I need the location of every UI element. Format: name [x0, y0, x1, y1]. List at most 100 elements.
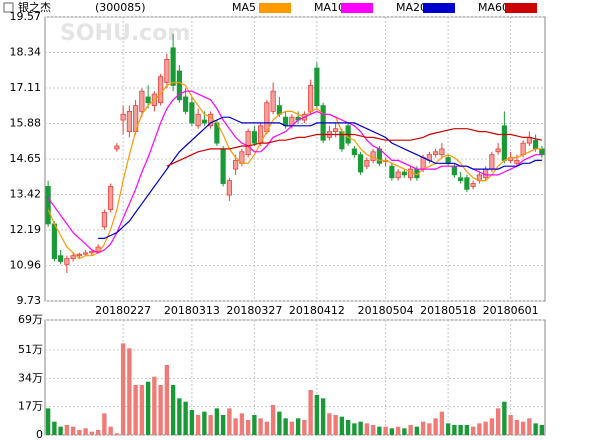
candle-body	[389, 165, 395, 179]
candle-body	[158, 76, 164, 104]
volume-bar	[433, 418, 438, 435]
candle-body	[464, 177, 470, 190]
candle-body	[495, 148, 501, 153]
candle-body	[83, 252, 89, 255]
volume-bar	[245, 420, 251, 435]
volume-bar	[420, 421, 426, 435]
volume-bar	[295, 418, 301, 435]
candle-body	[120, 113, 126, 121]
volume-tick-label: 34万	[18, 371, 43, 384]
volume-tick-label: 0	[36, 428, 43, 440]
volume-bar	[339, 416, 345, 435]
volume-bar	[102, 413, 107, 435]
volume-bar	[445, 423, 451, 435]
candle-body	[201, 119, 207, 124]
volume-bar	[89, 431, 95, 435]
candle-body	[501, 125, 507, 161]
volume-bar	[527, 418, 532, 435]
candle-body	[308, 85, 314, 112]
candle-body	[395, 171, 401, 179]
x-tick-label: 20180227	[95, 304, 151, 317]
candle-body	[233, 160, 239, 170]
volume-bar	[208, 415, 213, 435]
volume-bar	[402, 428, 407, 435]
candle-body	[208, 113, 214, 127]
volume-bar	[377, 426, 382, 435]
icon	[3, 2, 14, 13]
volume-bar	[502, 401, 507, 435]
legend-label: MA10	[314, 1, 345, 14]
volume-bar	[489, 418, 495, 435]
volume-bar	[389, 428, 395, 435]
legend-swatch	[423, 3, 455, 13]
volume-bar	[202, 411, 207, 435]
legend-label: MA5	[232, 1, 256, 14]
volume-tick-label: 69万	[18, 313, 43, 326]
volume-tick-label: 51万	[18, 343, 43, 356]
volume-bar	[383, 426, 388, 435]
y-tick-label: 13.42	[10, 188, 42, 201]
candle-body	[489, 154, 495, 170]
volume-bar	[214, 408, 220, 435]
candle-body	[170, 47, 176, 86]
candle-body	[270, 90, 276, 112]
candle-body	[51, 223, 57, 259]
volume-bar	[264, 421, 270, 435]
candle-body	[183, 96, 189, 112]
y-tick-label: 15.88	[10, 117, 42, 130]
volume-bar	[395, 426, 401, 435]
volume-bar	[302, 420, 307, 435]
candle-body	[139, 90, 145, 112]
candle-body	[401, 171, 407, 176]
volume-bar	[195, 415, 201, 435]
x-tick-label: 20180327	[226, 304, 282, 317]
chart-title: 银之杰	[18, 0, 51, 14]
volume-bar	[95, 430, 101, 435]
x-tick-label: 20180412	[289, 304, 345, 317]
volume-bar	[477, 423, 482, 435]
volume-bar	[252, 415, 257, 435]
volume-bar	[289, 421, 295, 435]
stock-code: (300085)	[95, 1, 146, 14]
volume-bar	[314, 395, 320, 435]
volume-bar	[114, 433, 120, 435]
candle-body	[251, 131, 257, 144]
legend-label: MA20	[396, 1, 427, 14]
candle-body	[220, 148, 226, 184]
volume-bar	[533, 423, 538, 435]
y-tick-label: 18.34	[10, 46, 42, 59]
y-tick-label: 17.11	[10, 81, 42, 94]
x-tick-label: 20180504	[358, 304, 414, 317]
candle-body	[470, 183, 476, 187]
candle-body	[145, 96, 151, 104]
volume-bar	[83, 428, 88, 435]
volume-bar	[333, 415, 338, 435]
candle-body	[483, 168, 489, 179]
volume-bar	[270, 405, 276, 435]
candle-body	[189, 102, 195, 124]
y-tick-label: 14.65	[10, 152, 42, 165]
candle-body	[445, 157, 451, 164]
volume-bar	[327, 413, 332, 435]
candle-body	[64, 258, 70, 265]
candle-body	[245, 131, 251, 156]
volume-bar	[145, 381, 151, 435]
volume-bar	[352, 423, 357, 435]
volume-bar	[508, 415, 513, 435]
volume-bar	[64, 425, 70, 435]
candle-body	[126, 110, 132, 132]
x-tick-label: 20180313	[164, 304, 220, 317]
y-tick-label: 10.96	[10, 259, 42, 272]
volume-bar	[227, 408, 232, 435]
candle-body	[539, 148, 545, 156]
legend-swatch	[505, 3, 537, 13]
volume-bar	[539, 425, 545, 435]
volume-bar	[408, 425, 413, 435]
volume-bar	[320, 398, 326, 435]
x-tick-label: 20180601	[483, 304, 539, 317]
volume-bar	[358, 421, 363, 435]
volume-bar	[308, 390, 313, 435]
volume-bar	[52, 421, 57, 435]
candle-body	[195, 113, 201, 127]
